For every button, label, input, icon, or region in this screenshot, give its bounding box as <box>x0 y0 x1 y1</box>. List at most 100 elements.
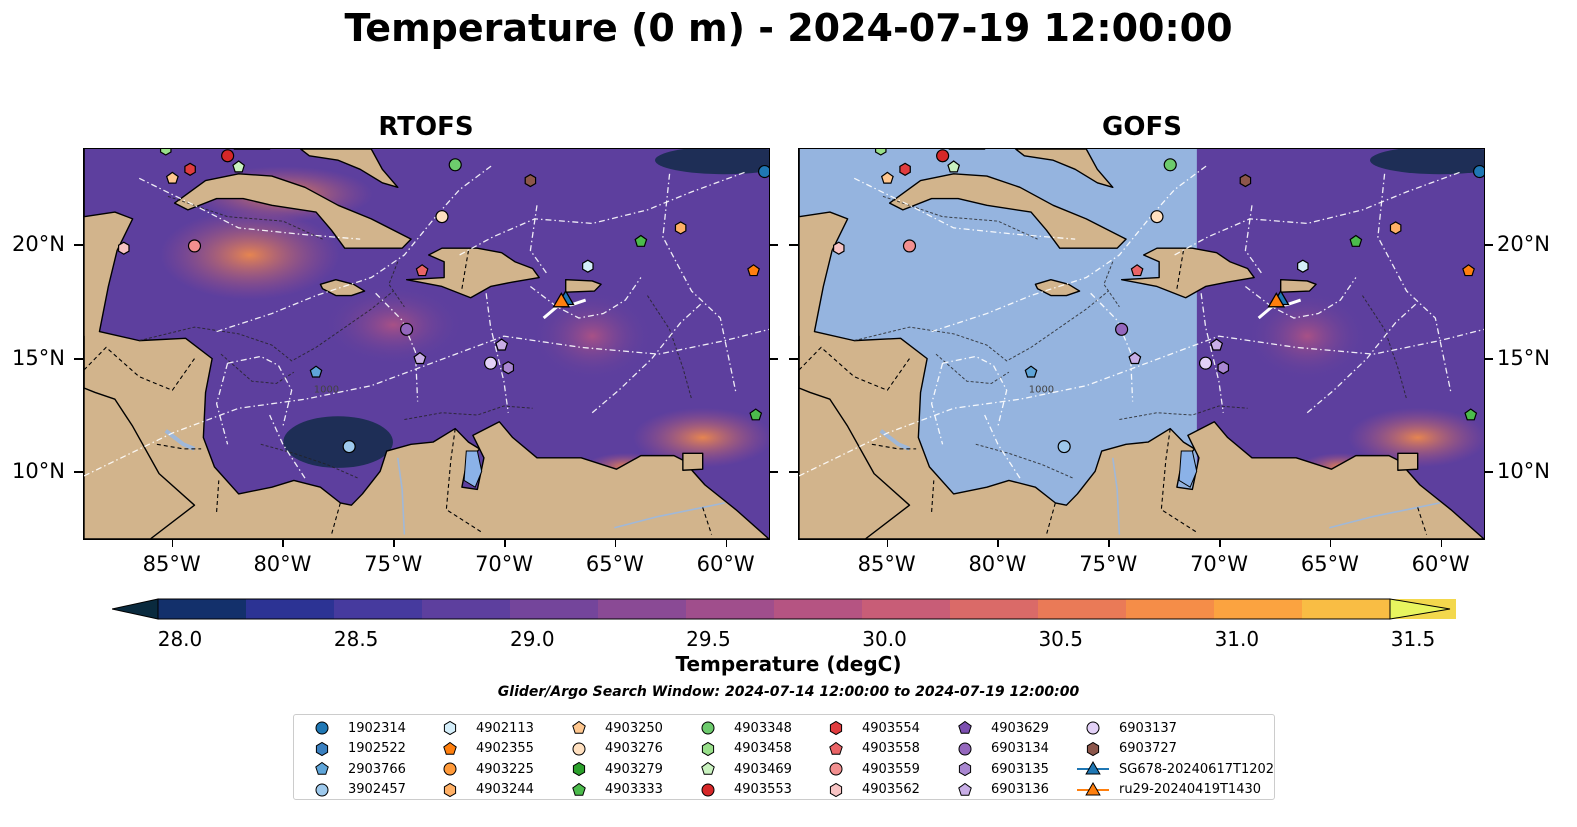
float-3902457[interactable] <box>1057 440 1071 454</box>
legend-label: 6903136 <box>991 782 1049 797</box>
float-4903558[interactable] <box>1130 264 1144 277</box>
float-4903559[interactable] <box>902 239 917 253</box>
colorbar-tick-label: 29.5 <box>686 627 731 651</box>
float-3902457[interactable] <box>342 440 356 454</box>
float-4902355[interactable] <box>1462 264 1475 277</box>
float-6903136[interactable] <box>1210 338 1224 351</box>
float-4903553[interactable] <box>936 149 950 163</box>
glider-ru29-20240419T1430[interactable] <box>552 292 571 308</box>
legend-entry: 6903136 <box>947 781 1049 799</box>
legend-label: 4903333 <box>605 782 663 797</box>
legend-label: 4902355 <box>476 741 534 756</box>
float-4902113[interactable] <box>582 259 594 273</box>
float-4903562[interactable] <box>118 241 130 255</box>
glider-ru29-20240419T1430[interactable] <box>1267 292 1286 308</box>
float-1902314[interactable] <box>1473 164 1484 179</box>
pentagon-marker-icon <box>572 782 586 796</box>
float-6903137[interactable] <box>483 356 498 370</box>
float-2903766[interactable] <box>1024 365 1038 378</box>
legend-label: ru29-20240419T1430 <box>1119 782 1262 797</box>
legend-entry: 3902457 <box>304 781 406 799</box>
float-6903135[interactable] <box>502 361 515 375</box>
float-4903554[interactable] <box>899 162 911 176</box>
legend-entry: 2903766 <box>304 760 406 778</box>
lat-tick-mark <box>74 471 83 474</box>
gofs-map[interactable]: 1000 <box>798 148 1485 540</box>
lon-tick-mark <box>1108 540 1110 547</box>
legend-label: 6903727 <box>1119 741 1177 756</box>
lon-tick-label: 70°W <box>475 552 534 576</box>
float-4903333[interactable] <box>749 408 763 421</box>
float-4903250[interactable] <box>165 171 179 184</box>
float-6903136[interactable] <box>1128 351 1142 365</box>
colorbar-segment <box>774 599 863 619</box>
float-4903348[interactable] <box>448 158 462 172</box>
float-4903250[interactable] <box>880 171 894 184</box>
legend-label: SG678-20240617T1202 <box>1119 761 1275 777</box>
float-6903137[interactable] <box>1198 356 1213 370</box>
lon-tick-label: 80°W <box>253 552 312 576</box>
float-4903333[interactable] <box>1464 408 1478 421</box>
float-4902355[interactable] <box>747 264 760 277</box>
pentagon-marker-icon <box>958 720 972 734</box>
float-4903333[interactable] <box>1349 234 1363 247</box>
float-6903134[interactable] <box>400 322 414 336</box>
pentagon-marker-icon <box>443 741 457 755</box>
float-6903135[interactable] <box>1217 361 1230 375</box>
float-4903244[interactable] <box>1389 221 1402 235</box>
float-4903276[interactable] <box>435 210 449 224</box>
colorbar-tick-label: 31.0 <box>1214 627 1260 651</box>
legend-label: 4903225 <box>476 761 534 777</box>
pentagon-marker-icon <box>829 741 843 755</box>
float-4903559[interactable] <box>187 239 202 253</box>
float-4903469[interactable] <box>232 160 246 173</box>
float-4903554[interactable] <box>184 162 196 176</box>
float-1902314[interactable] <box>758 164 769 179</box>
lon-tick-mark <box>504 540 506 547</box>
hexagon-marker-icon <box>829 720 843 736</box>
float-4903276[interactable] <box>1150 210 1164 224</box>
lon-tick-label: 65°W <box>585 552 644 576</box>
legend-label: 4903348 <box>734 720 792 736</box>
panel-title-gofs: GOFS <box>1102 112 1182 142</box>
legend-entry: 6903137 <box>1075 719 1177 737</box>
colorbar-label: Temperature (degC) <box>675 652 902 676</box>
float-6903134[interactable] <box>1115 322 1129 336</box>
float-6903727[interactable] <box>1239 173 1252 188</box>
glider-tracks <box>1257 289 1302 320</box>
legend-entry: 4903553 <box>690 781 792 799</box>
float-4902113[interactable] <box>1297 259 1309 273</box>
lat-tick-mark <box>74 357 83 360</box>
legend-entry: 1902522 <box>304 740 406 758</box>
float-4903553[interactable] <box>221 149 235 163</box>
legend-label: 4903469 <box>734 761 792 777</box>
float-4903458[interactable] <box>159 149 172 156</box>
float-2903766[interactable] <box>309 365 323 378</box>
lon-tick-mark <box>725 540 728 547</box>
legend-entry: 6903134 <box>947 740 1049 758</box>
float-4903458[interactable] <box>874 149 887 156</box>
bathymetry-contours: 1000 <box>139 195 693 479</box>
legend-entry: SG678-20240617T1202 <box>1075 760 1274 778</box>
float-4903244[interactable] <box>674 221 687 235</box>
hexagon-marker-icon <box>315 741 329 756</box>
float-6903136[interactable] <box>413 351 427 365</box>
rtofs-map[interactable]: 1000 <box>83 148 770 540</box>
legend-entry: 6903135 <box>947 760 1049 778</box>
float-4903562[interactable] <box>833 241 845 255</box>
legend-label: 4903250 <box>605 720 663 736</box>
lon-tick-mark <box>393 540 395 547</box>
lon-tick-label: 60°W <box>1411 552 1470 576</box>
colorbar-segment <box>862 599 951 619</box>
colorbar-segment <box>1038 599 1127 619</box>
float-6903727[interactable] <box>524 173 537 188</box>
lon-tick-label: 75°W <box>1079 552 1138 576</box>
float-4903333[interactable] <box>634 234 648 247</box>
float-6903136[interactable] <box>495 338 509 351</box>
legend-label: 4903559 <box>862 761 920 777</box>
float-4903348[interactable] <box>1163 158 1177 172</box>
float-4903558[interactable] <box>415 264 429 277</box>
legend-entry: 4903554 <box>818 719 920 737</box>
float-4903469[interactable] <box>947 160 961 173</box>
colorbar-segment <box>422 599 511 619</box>
